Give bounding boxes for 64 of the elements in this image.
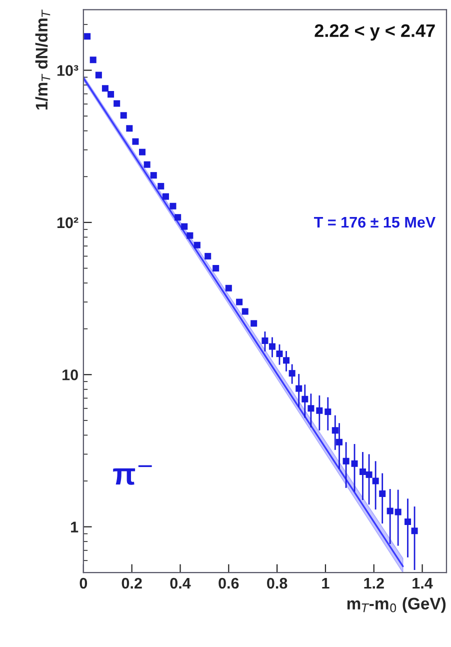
point xyxy=(394,508,402,516)
point xyxy=(114,100,120,107)
x-tick-label: 1.2 xyxy=(364,578,384,589)
point xyxy=(126,125,133,132)
point xyxy=(212,264,220,272)
point xyxy=(194,242,200,248)
point xyxy=(90,56,96,64)
x-tick-label: 0.6 xyxy=(218,578,239,589)
point xyxy=(150,172,157,179)
annotation: T = 176 ± 15 MeV xyxy=(314,216,436,228)
point xyxy=(204,252,212,260)
point xyxy=(120,112,127,119)
point xyxy=(351,460,358,467)
point xyxy=(386,508,394,514)
point xyxy=(302,396,308,402)
point xyxy=(366,471,372,478)
x-tick-label: 0.4 xyxy=(170,578,191,589)
point xyxy=(138,148,146,156)
point xyxy=(288,370,296,377)
point xyxy=(332,427,338,434)
point xyxy=(250,320,258,327)
y-tick-label: 10² xyxy=(57,217,78,228)
point xyxy=(181,223,188,230)
point xyxy=(296,385,302,392)
point xyxy=(342,458,350,464)
point xyxy=(108,91,114,98)
point xyxy=(324,408,332,416)
x-tick-label: 1 xyxy=(322,578,330,589)
point xyxy=(308,405,314,412)
point xyxy=(336,438,343,446)
annotation: 2.22 < y < 2.47 xyxy=(314,24,435,41)
point xyxy=(174,214,182,221)
point xyxy=(186,232,194,239)
point xyxy=(144,161,150,168)
point xyxy=(372,478,379,484)
x-tick-label: 1.4 xyxy=(412,578,433,589)
annotation: π$^{−}$ xyxy=(113,465,152,485)
point xyxy=(95,72,102,78)
point xyxy=(404,518,412,525)
point xyxy=(283,357,290,364)
point xyxy=(170,202,176,210)
x-tick-label: 0.2 xyxy=(122,578,142,589)
point xyxy=(158,182,164,190)
point xyxy=(84,33,91,40)
point xyxy=(268,343,276,350)
y-tick-label: 10 xyxy=(62,369,78,380)
point xyxy=(242,308,248,315)
point xyxy=(411,528,418,534)
point xyxy=(316,407,323,414)
point xyxy=(225,284,232,292)
point xyxy=(359,468,366,475)
point xyxy=(102,85,108,92)
x-axis-title: m$_{T}$-m$_{0}$ (GeV) xyxy=(347,597,446,613)
point xyxy=(276,350,283,358)
x-tick-label: 0.8 xyxy=(267,578,288,589)
y-tick-label: 10³ xyxy=(57,65,78,76)
point xyxy=(236,298,243,306)
point xyxy=(379,490,386,497)
x-tick-label: 0 xyxy=(80,578,88,589)
y-axis-title: 1/m$_{T}$ dN/dm$_{T}$ xyxy=(35,10,50,110)
y-tick-label: 1 xyxy=(71,522,78,532)
point xyxy=(262,337,268,344)
point xyxy=(162,193,169,200)
point xyxy=(132,138,139,145)
